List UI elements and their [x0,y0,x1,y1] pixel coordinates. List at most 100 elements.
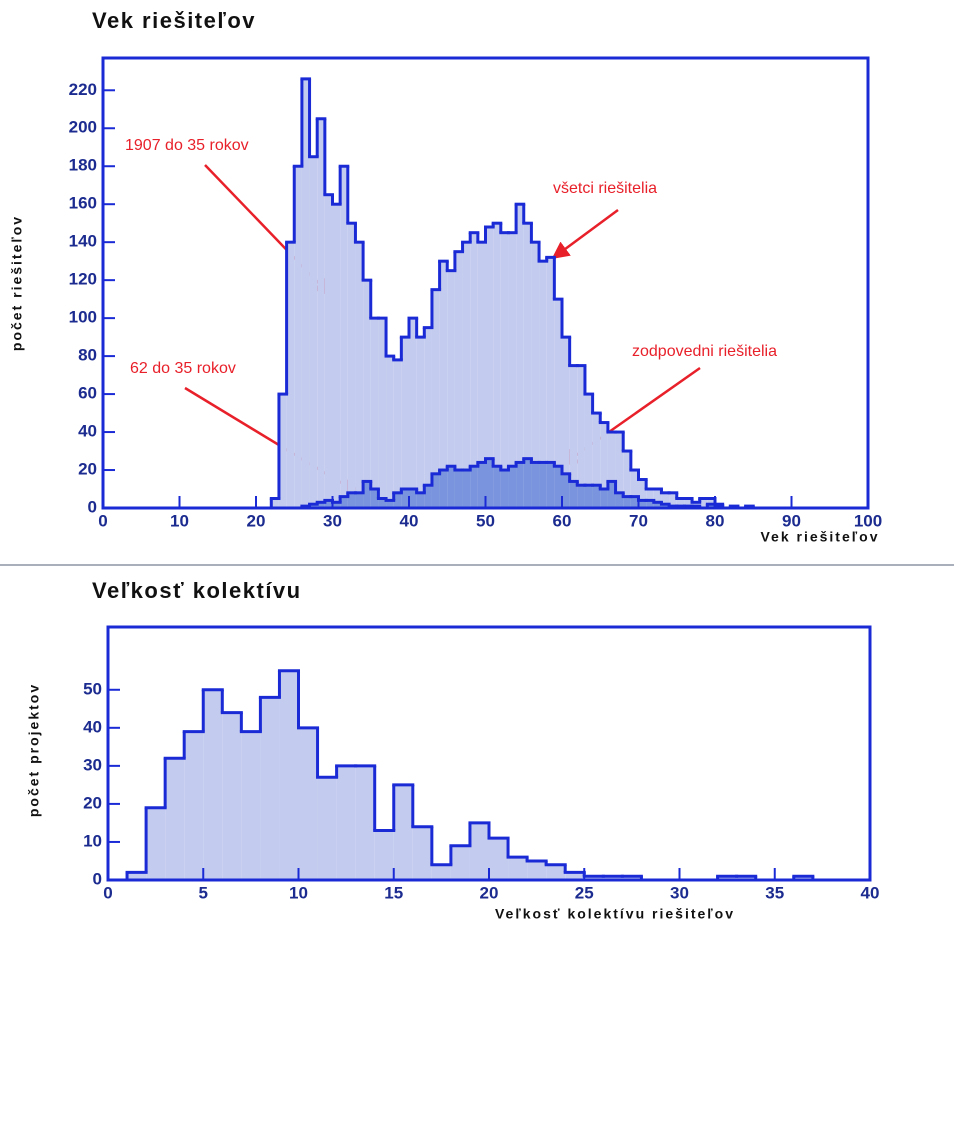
bar [554,466,562,508]
bar [431,473,440,508]
bar [324,194,333,508]
bar [584,394,593,508]
x-axis-label: Veľkosť kolektívu riešiteľov [495,906,735,922]
x-tick-label: 20 [480,883,499,902]
chart-title: Veľkosť kolektívu [92,578,302,603]
bar [332,502,341,508]
bar [447,466,455,508]
y-tick-label: 180 [69,156,97,175]
bar [615,432,624,508]
bar [462,470,471,508]
y-axis-label: počet riešiteľov [9,215,25,351]
bar [653,489,662,508]
arrow [551,208,619,260]
x-tick-label: 30 [670,883,689,902]
bar [294,166,302,508]
bar [607,481,616,508]
bar [539,462,547,508]
bar [298,727,318,880]
y-tick-label: 20 [83,793,102,812]
y-tick-label: 160 [69,194,97,213]
bar [676,498,685,508]
bar [355,765,375,880]
bar [203,689,223,880]
bar [454,251,463,508]
y-tick-label: 60 [78,384,97,403]
bar [279,670,299,880]
bar [462,242,471,508]
bar [661,504,670,508]
bar [393,784,413,880]
bar [562,337,570,508]
bar [401,489,409,508]
x-tick-label: 25 [575,883,594,902]
bar [546,257,555,508]
bar [401,337,409,508]
y-tick-label: 80 [78,346,97,365]
bar [623,496,631,508]
bar [489,838,509,880]
bar [439,261,448,508]
bar [546,462,555,508]
bar [653,502,662,508]
x-tick-label: 40 [861,883,880,902]
bar [409,489,417,508]
bar [661,492,670,508]
bar [374,830,394,880]
bar [600,489,608,508]
y-tick-label: 200 [69,118,97,137]
x-tick-label: 0 [103,883,112,902]
bar [493,466,501,508]
bar [707,504,715,508]
bar [260,697,280,880]
bar [370,489,379,508]
bars [271,78,754,509]
bar [347,223,356,508]
bar [539,261,547,508]
bar [332,204,341,509]
bar [386,356,394,508]
bar [607,432,616,508]
x-tick-label: 15 [384,883,403,902]
bar [569,481,578,508]
bar [646,489,654,508]
bar [603,876,623,880]
bar [630,470,639,508]
bar [340,496,348,508]
bar [523,223,532,508]
bar [684,498,693,508]
x-tick-label: 5 [199,883,208,902]
bar [485,458,494,508]
chart-title: Vek riešiteľov [92,8,256,33]
bar [577,485,585,508]
bar [271,498,279,508]
bar [363,280,371,508]
x-tick-label: 80 [706,511,725,530]
x-tick-label: 10 [289,883,308,902]
bar [477,462,486,508]
bar [431,289,440,508]
bar [646,500,654,508]
bar [393,492,402,508]
bar [600,422,608,508]
bars [127,670,813,880]
bar [470,466,478,508]
bar [793,876,813,880]
y-tick-label: 40 [78,422,97,441]
y-tick-label: 100 [69,308,97,327]
bar [546,864,566,880]
x-tick-label: 35 [765,883,784,902]
series-label: zodpovedni riešitelia [632,343,777,360]
bar [447,270,455,508]
bar [317,502,325,508]
bar [477,242,486,508]
x-tick-label: 50 [476,511,495,530]
x-tick-label: 30 [323,511,342,530]
bar [500,232,509,509]
bar [378,318,387,508]
bar [554,299,562,508]
bar [584,876,604,880]
series-label: všetci riešitelia [553,180,657,197]
bar [485,226,494,508]
bar [336,765,356,880]
